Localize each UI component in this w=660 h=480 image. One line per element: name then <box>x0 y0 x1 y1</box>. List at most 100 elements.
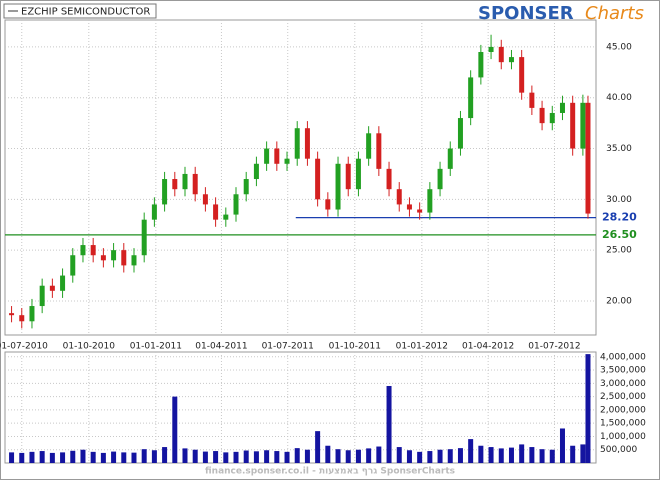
x-tick-label: 01-04-2012 <box>462 342 514 352</box>
candle-body <box>90 245 96 256</box>
volume-bar <box>223 452 229 463</box>
candle-body <box>417 209 423 213</box>
candle-body <box>70 255 76 276</box>
candle-body <box>274 148 280 164</box>
level-label: 28.20 <box>602 211 637 224</box>
candle-body <box>213 204 219 220</box>
candle-body <box>559 102 565 113</box>
candle-body <box>519 57 525 93</box>
volume-bar <box>9 452 15 463</box>
volume-bar <box>182 448 188 463</box>
candle-body <box>315 158 321 200</box>
candle-body <box>396 189 402 205</box>
candle-body <box>243 179 249 195</box>
volume-bar <box>90 451 96 463</box>
volume-bar <box>468 439 474 463</box>
x-tick-label: 01-07-2012 <box>528 342 580 352</box>
x-tick-label: 01-01-2012 <box>396 342 448 352</box>
x-tick-label: 01-10-2011 <box>329 342 381 352</box>
candle-body <box>172 179 178 190</box>
volume-bar <box>121 452 127 463</box>
volume-bar <box>304 449 310 463</box>
volume-bar <box>447 449 453 463</box>
candle-body <box>386 168 392 190</box>
candle-body <box>294 128 300 159</box>
y-tick-label: 25.00 <box>606 246 632 256</box>
volume-bar <box>585 354 591 463</box>
candle-body <box>366 133 372 159</box>
candle-body <box>151 204 157 220</box>
candle-body <box>427 189 433 213</box>
volume-panel <box>4 351 597 464</box>
volume-bar <box>39 451 45 463</box>
volume-bar <box>427 451 433 463</box>
legend-box <box>3 3 157 19</box>
logo-suffix: Charts <box>585 3 644 24</box>
logo-brand: SPONSER <box>478 3 574 24</box>
footer: finance.sponser.co.il - גרף באמצעות Spon… <box>205 467 455 477</box>
x-tick-label: 01-07-2011 <box>262 342 314 352</box>
volume-bar <box>202 451 208 463</box>
volume-bar <box>100 452 106 463</box>
candle-body <box>182 173 188 190</box>
y-tick-label: 3,000,000 <box>600 379 646 389</box>
y-tick-label: 35.00 <box>606 144 632 154</box>
candle-body <box>111 250 117 261</box>
level-label: 26.50 <box>602 228 637 241</box>
y-tick-label: 4,000,000 <box>600 352 646 362</box>
y-tick-label: 2,000,000 <box>600 405 646 415</box>
volume-bar <box>19 452 25 463</box>
volume-bar <box>192 449 198 463</box>
candle-body <box>80 245 86 256</box>
volume-bar <box>345 450 351 463</box>
volume-bar <box>111 451 117 463</box>
x-tick-label: 01-07-2010 <box>0 342 48 352</box>
candle-body <box>468 77 474 119</box>
y-tick-label: 30.00 <box>606 195 632 205</box>
volume-bar <box>325 445 331 463</box>
x-tick-label: 01-04-2011 <box>195 342 247 352</box>
candle-body <box>508 57 514 63</box>
candle-body <box>304 128 310 159</box>
volume-bar <box>366 448 372 463</box>
candle-body <box>39 285 45 307</box>
candle-body <box>325 199 331 210</box>
volume-bar <box>284 451 290 463</box>
volume-bar <box>243 450 249 463</box>
volume-bar <box>508 447 514 463</box>
candle-body <box>253 163 259 180</box>
candle-body <box>488 46 494 53</box>
candle-body <box>131 255 137 266</box>
volume-bar <box>60 452 66 463</box>
candle-body <box>100 255 106 261</box>
candle-body <box>580 102 586 149</box>
volume-bar <box>437 449 443 463</box>
candle-body <box>49 285 55 291</box>
volume-bar <box>488 447 494 463</box>
candle-body <box>29 306 35 322</box>
volume-bar <box>70 450 76 463</box>
candle-body <box>223 214 229 220</box>
y-tick-label: 40.00 <box>606 93 632 103</box>
candle-body <box>539 107 545 124</box>
candle-body <box>478 52 484 78</box>
candle-body <box>284 158 290 164</box>
candle-body <box>437 168 443 190</box>
volume-bar <box>80 449 86 463</box>
volume-bar <box>580 444 586 463</box>
y-tick-label: 45.00 <box>606 42 632 52</box>
y-tick-label: 2,500,000 <box>600 392 646 402</box>
volume-bar <box>264 450 270 463</box>
candle-body <box>529 92 535 108</box>
volume-bar <box>335 449 341 463</box>
volume-bar <box>376 446 382 463</box>
candle-body <box>355 158 361 190</box>
volume-bar <box>233 451 239 463</box>
candle-body <box>162 179 168 205</box>
volume-bar <box>396 447 402 463</box>
volume-bar <box>151 450 157 463</box>
volume-bar <box>29 451 35 463</box>
candle-body <box>19 315 25 322</box>
y-tick-label: 1,000,000 <box>600 432 646 442</box>
